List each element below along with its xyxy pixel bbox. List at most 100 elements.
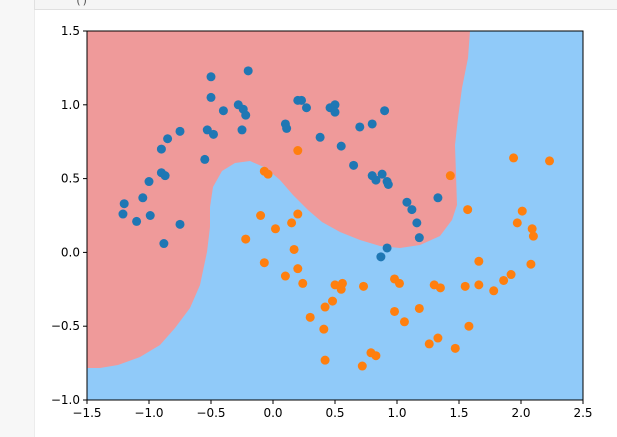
class0-point [119, 199, 129, 209]
class1-point [527, 224, 537, 234]
class1-point [305, 312, 315, 322]
class1-point [526, 259, 536, 269]
class0-point [206, 92, 216, 102]
x-tick-label: 0.5 [325, 406, 344, 420]
code-cell-bottom-edge: () [34, 0, 617, 10]
class0-point [175, 126, 185, 136]
class1-point [319, 324, 329, 334]
class1-point [293, 146, 303, 156]
x-tick-label: 0.0 [263, 406, 282, 420]
class1-point [293, 209, 303, 219]
class1-point [545, 156, 555, 166]
class0-point [237, 125, 247, 135]
x-tick-label: 1.0 [387, 406, 406, 420]
class1-point [450, 343, 460, 353]
class1-point [517, 206, 527, 216]
class0-point [376, 252, 386, 262]
class1-point [433, 333, 443, 343]
class0-point [371, 175, 381, 185]
class1-point [293, 264, 303, 274]
scatter-points [118, 66, 555, 371]
class0-point [241, 110, 251, 120]
class0-point [402, 197, 412, 207]
class1-point [506, 270, 516, 280]
class0-point [163, 134, 173, 144]
class0-point [159, 239, 169, 249]
class1-point [399, 317, 409, 327]
class1-point [359, 281, 369, 291]
class1-point [499, 275, 509, 285]
code-cell-text: () [75, 0, 89, 7]
x-tick-label: 2.0 [511, 406, 530, 420]
class0-point [206, 72, 216, 82]
class1-point [509, 153, 519, 163]
class1-point [463, 205, 473, 215]
y-tick-label: 1.0 [61, 98, 80, 112]
class0-point [138, 193, 148, 203]
class0-region [87, 31, 470, 368]
y-tick-label: −1.0 [51, 393, 80, 407]
class1-point [489, 286, 499, 296]
class0-point [202, 125, 212, 135]
class1-point [280, 271, 290, 281]
class0-point [336, 141, 346, 151]
class0-point [383, 180, 393, 190]
class0-point [380, 106, 390, 116]
class1-point [357, 361, 367, 371]
class1-point [337, 278, 347, 288]
y-tick-label: −0.5 [51, 319, 80, 333]
class0-point [218, 106, 228, 116]
x-tick-label: −1.5 [72, 406, 101, 420]
class1-point [460, 281, 470, 291]
class1-point [371, 351, 381, 361]
notebook-gutter [0, 0, 35, 437]
class1-point [256, 211, 266, 220]
class1-point [320, 355, 330, 365]
y-tick-label: 1.5 [61, 24, 80, 38]
class1-point [298, 278, 308, 288]
class1-point [528, 231, 538, 241]
class1-point [263, 169, 273, 179]
class0-point [407, 205, 417, 215]
class1-point [289, 244, 299, 254]
class1-point [424, 339, 434, 349]
class0-point [412, 218, 422, 228]
y-tick-label: 0.5 [61, 172, 80, 186]
x-tick-label: −0.5 [196, 406, 225, 420]
class1-point [512, 218, 522, 228]
x-axis-ticks: −1.5 −1.0 −0.5 0.0 0.5 1.0 1.5 2.0 2.5 [72, 400, 593, 420]
y-tick-label: 0.0 [61, 245, 80, 259]
class1-point [464, 321, 474, 331]
class0-point [243, 66, 253, 76]
class0-point [382, 243, 392, 253]
class1-point [241, 234, 251, 244]
class1-point [259, 258, 269, 268]
class0-point [330, 100, 340, 110]
class1-point [414, 303, 424, 313]
class0-point [355, 122, 365, 132]
class0-point [282, 123, 292, 133]
class0-point [414, 233, 424, 243]
class0-point [301, 103, 311, 113]
class1-point [328, 296, 338, 306]
class0-point [349, 160, 359, 170]
x-tick-label: −1.0 [134, 406, 163, 420]
class0-point [433, 193, 443, 203]
class0-point [297, 95, 307, 105]
class0-point [200, 154, 210, 164]
class0-point [175, 219, 185, 229]
x-tick-label: 1.5 [449, 406, 468, 420]
class0-point [118, 209, 128, 219]
class0-point [330, 107, 340, 117]
x-tick-label: 2.5 [573, 406, 592, 420]
class0-point [315, 132, 325, 142]
class0-point [160, 171, 170, 181]
class1-point [474, 280, 484, 290]
class1-point [330, 280, 340, 290]
class1-point [390, 306, 400, 316]
y-axis-ticks: −1.0 −0.5 0.0 0.5 1.0 1.5 [51, 24, 87, 407]
class0-point [367, 119, 377, 129]
class0-point [377, 169, 387, 179]
decision-regions [87, 31, 583, 400]
